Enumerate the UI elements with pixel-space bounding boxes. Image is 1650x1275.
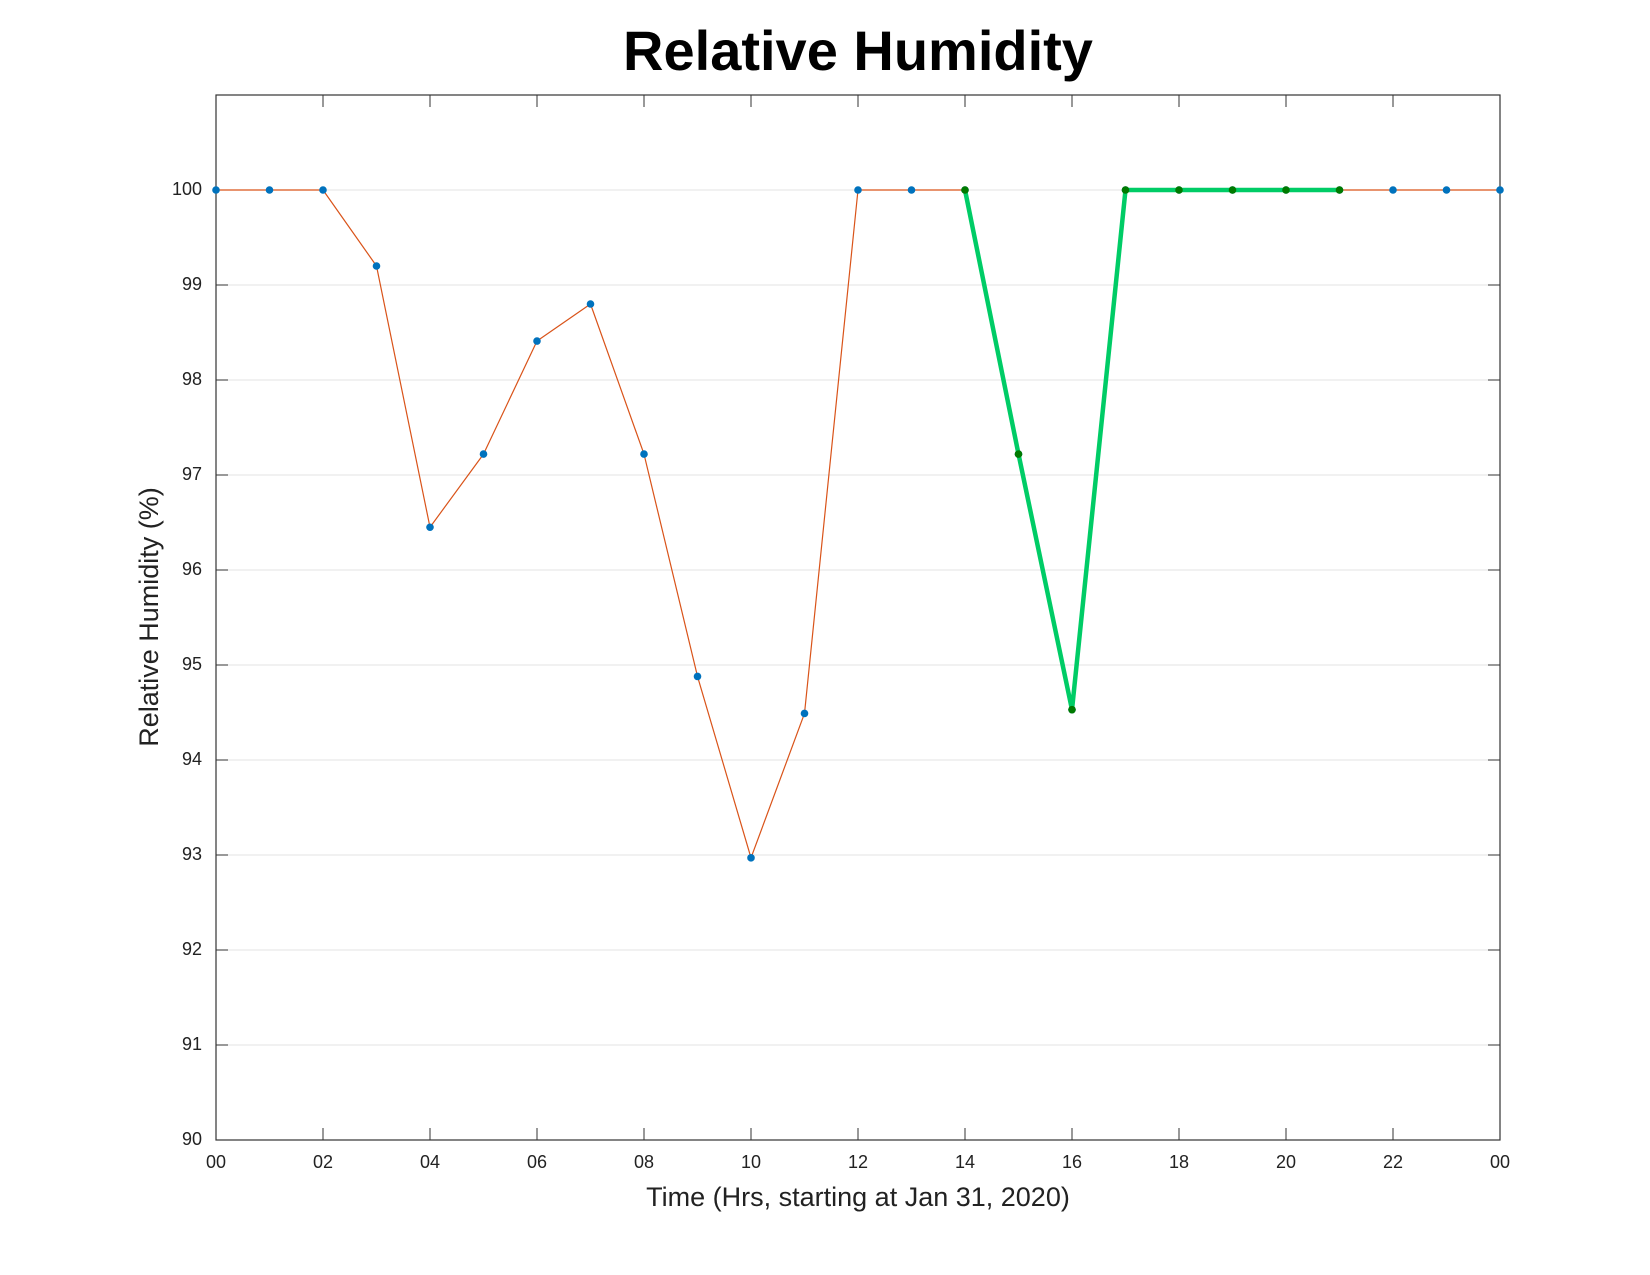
x-axis-label: Time (Hrs, starting at Jan 31, 2020) [646, 1182, 1070, 1212]
x-tick-label: 14 [955, 1152, 975, 1172]
y-tick-label: 100 [172, 179, 202, 199]
y-tick-label: 92 [182, 939, 202, 959]
point [854, 186, 862, 194]
point [586, 300, 595, 308]
x-tick-label: 16 [1062, 1152, 1082, 1172]
plot-frame [215, 94, 1501, 1141]
point [533, 337, 541, 345]
y-tick-label: 93 [182, 844, 202, 864]
y-tick-label: 90 [182, 1129, 202, 1149]
y-axis-label: Relative Humidity (%) [134, 487, 164, 747]
x-tick-label: 02 [313, 1152, 333, 1172]
line [962, 187, 1340, 712]
y-tick-label: 95 [182, 654, 202, 674]
x-tick-label: 10 [741, 1152, 761, 1172]
point [1068, 705, 1076, 714]
x-tick-label: 22 [1383, 1152, 1403, 1172]
point [693, 672, 702, 681]
line [216, 189, 1500, 859]
point [1175, 186, 1183, 194]
point [212, 186, 220, 194]
chart-title: Relative Humidity [623, 19, 1093, 82]
x-tick-label: 12 [848, 1152, 868, 1172]
y-tick-label: 91 [182, 1034, 202, 1054]
point [319, 186, 327, 194]
point [372, 262, 381, 270]
x-tick-label: 04 [420, 1152, 440, 1172]
x-tick-label: 08 [634, 1152, 654, 1172]
x-tick-label: 00 [1490, 1152, 1510, 1172]
point [1282, 186, 1290, 194]
x-tick-label: 18 [1169, 1152, 1189, 1172]
y-tick-label: 94 [182, 749, 202, 769]
point [907, 186, 916, 194]
point [1389, 186, 1397, 194]
point [640, 450, 648, 458]
x-tick-label: 00 [206, 1152, 226, 1172]
point [1496, 186, 1504, 194]
y-tick-label: 97 [182, 464, 202, 484]
point [479, 450, 488, 458]
point [1442, 186, 1451, 194]
y-tick-label: 96 [182, 559, 202, 579]
x-tick-label: 20 [1276, 1152, 1296, 1172]
y-tick-label: 99 [182, 274, 202, 294]
point [1228, 186, 1237, 194]
point [800, 709, 809, 718]
y-tick-label: 98 [182, 369, 202, 389]
point [1014, 450, 1023, 458]
point [961, 186, 969, 194]
point [747, 854, 755, 862]
point [1121, 186, 1130, 194]
point [1335, 186, 1344, 194]
point [265, 186, 274, 194]
x-tick-label: 06 [527, 1152, 547, 1172]
point [426, 523, 434, 532]
